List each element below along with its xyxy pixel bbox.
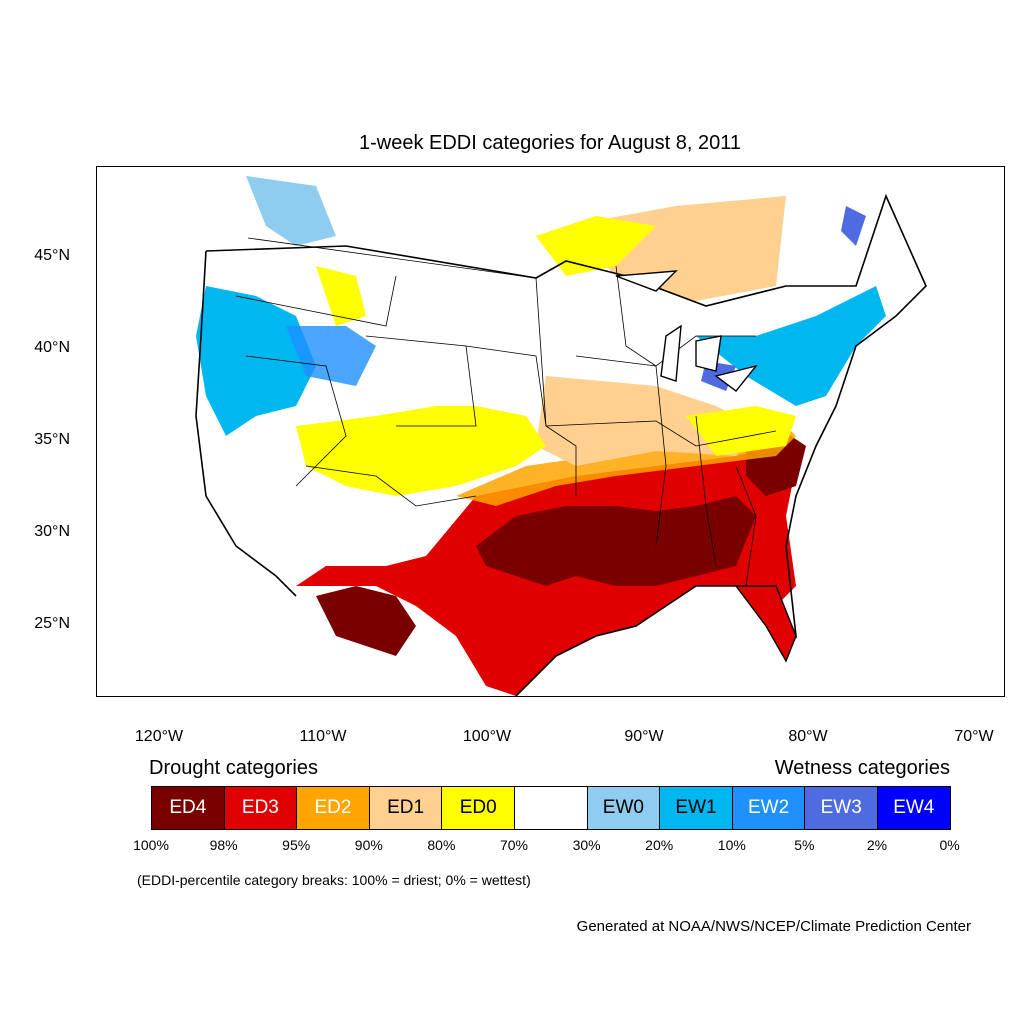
map-title: 1-week EDDI categories for August 8, 201… xyxy=(358,132,742,154)
legend-swatch-ed2: ED2 xyxy=(296,786,370,830)
legend-break-label: 80% xyxy=(427,837,456,853)
legend-swatch-neutral xyxy=(514,786,588,830)
ed4-south xyxy=(476,496,756,586)
state-boundaries xyxy=(235,237,777,587)
drought-heading: Drought categories xyxy=(149,757,318,779)
legend-break-label: 70% xyxy=(499,837,529,853)
lat-label-35: 35°N xyxy=(34,431,70,448)
legend-break-label: 2% xyxy=(866,837,888,853)
legend-break-label: 98% xyxy=(209,837,238,853)
lon-label-100: 100°W xyxy=(462,728,512,745)
lat-label-30: 30°N xyxy=(34,523,70,540)
lon-label-120: 120°W xyxy=(134,728,184,745)
legend-swatch-ew3: EW3 xyxy=(804,786,878,830)
ew3-maine xyxy=(841,206,866,246)
lat-label-25: 25°N xyxy=(34,615,70,632)
ed0-ky xyxy=(686,406,796,456)
lon-label-110: 110°W xyxy=(299,728,347,745)
ew1-ut xyxy=(286,326,376,386)
ed0-mt xyxy=(316,266,366,326)
legend-swatch-ed0: ED0 xyxy=(441,786,515,830)
legend-break-label: 100% xyxy=(133,837,169,853)
ew1-wa xyxy=(246,176,336,246)
ed2-band xyxy=(456,416,796,506)
lon-label-80: 80°W xyxy=(788,728,828,745)
lon-label-90: 90°W xyxy=(624,728,664,745)
ew1-northeast xyxy=(696,286,886,406)
lat-label-40: 40°N xyxy=(34,339,70,356)
legend-swatch-ew4: EW4 xyxy=(877,786,951,830)
ed4-southwest xyxy=(316,586,416,656)
legend-swatch-ed1: ED1 xyxy=(368,786,443,830)
lon-label-70: 70°W xyxy=(954,728,994,745)
legend-swatch-ed3: ED3 xyxy=(223,786,298,830)
ew0-nm xyxy=(336,496,416,546)
ew1-northwest xyxy=(196,286,316,436)
legend-break-label: 90% xyxy=(354,837,383,853)
legend-swatch-ew1: EW1 xyxy=(659,786,733,830)
credit-line: Generated at NOAA/NWS/NCEP/Climate Predi… xyxy=(576,918,971,935)
ed1-central xyxy=(536,376,756,466)
florida xyxy=(734,585,797,663)
legend-note: (EDDI-percentile category breaks: 100% =… xyxy=(137,872,531,888)
legend-break-label: 20% xyxy=(645,837,674,853)
legend-swatch-ew2: EW2 xyxy=(731,786,806,830)
legend-swatch-ew0: EW0 xyxy=(586,786,661,830)
map-canvas xyxy=(96,166,1005,697)
legend-break-label: 10% xyxy=(717,837,746,853)
lat-label-45: 45°N xyxy=(34,247,70,264)
legend-break-label: 5% xyxy=(794,837,815,853)
great-lakes xyxy=(615,270,758,392)
legend-break-label: 95% xyxy=(282,837,311,853)
legend-break-label: 0% xyxy=(939,837,960,853)
legend-swatch-ed4: ED4 xyxy=(151,786,225,830)
legend-break-label: 30% xyxy=(572,837,601,853)
wetness-heading: Wetness categories xyxy=(774,757,950,779)
